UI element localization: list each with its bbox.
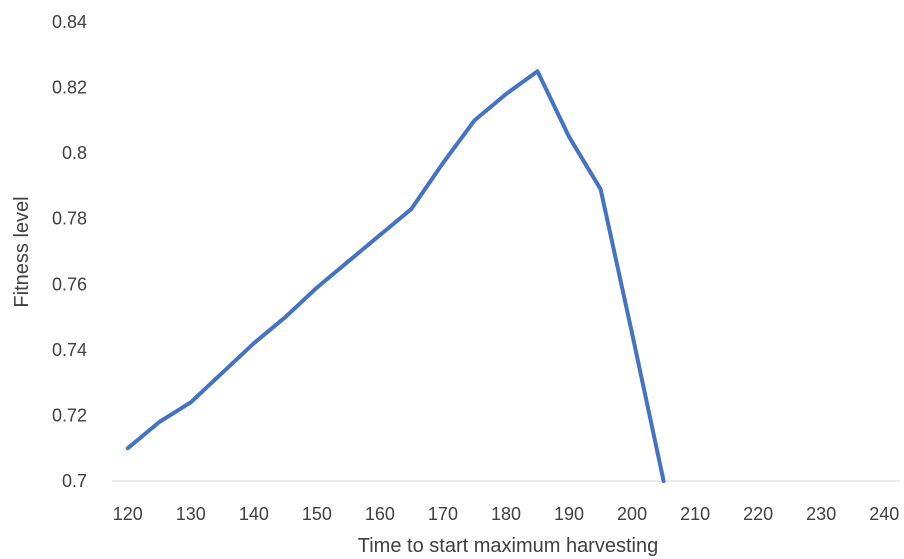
x-tick-label: 120 bbox=[113, 504, 143, 524]
x-tick-label: 130 bbox=[176, 504, 206, 524]
x-tick-label: 240 bbox=[869, 504, 899, 524]
x-tick-label: 190 bbox=[554, 504, 584, 524]
series-group bbox=[125, 69, 666, 483]
y-tick-label: 0.74 bbox=[52, 340, 87, 360]
x-tick-label: 220 bbox=[743, 504, 773, 524]
x-tick-label: 210 bbox=[680, 504, 710, 524]
x-axis-ticks: 120 130 140 150 160 170 180 190 200 210 220 230 240 bbox=[113, 504, 900, 524]
y-tick-label: 0.8 bbox=[62, 143, 87, 163]
y-axis-title: Fitness level bbox=[11, 196, 33, 307]
y-tick-label: 0.7 bbox=[62, 471, 87, 491]
x-tick-label: 150 bbox=[302, 504, 332, 524]
x-tick-label: 200 bbox=[617, 504, 647, 524]
x-tick-label: 180 bbox=[491, 504, 521, 524]
y-tick-label: 0.76 bbox=[52, 274, 87, 294]
y-tick-label: 0.72 bbox=[52, 405, 87, 425]
x-tick-label: 140 bbox=[239, 504, 269, 524]
series-line bbox=[125, 69, 666, 483]
y-axis-ticks: 0.84 0.82 0.8 0.78 0.76 0.74 0.72 0.7 bbox=[52, 12, 87, 491]
x-tick-label: 160 bbox=[365, 504, 395, 524]
x-axis-title: Time to start maximum harvesting bbox=[358, 535, 658, 557]
x-tick-label: 170 bbox=[428, 504, 458, 524]
x-tick-label: 230 bbox=[806, 504, 836, 524]
y-tick-label: 0.82 bbox=[52, 78, 87, 98]
y-tick-label: 0.84 bbox=[52, 12, 87, 32]
y-tick-label: 0.78 bbox=[52, 209, 87, 229]
